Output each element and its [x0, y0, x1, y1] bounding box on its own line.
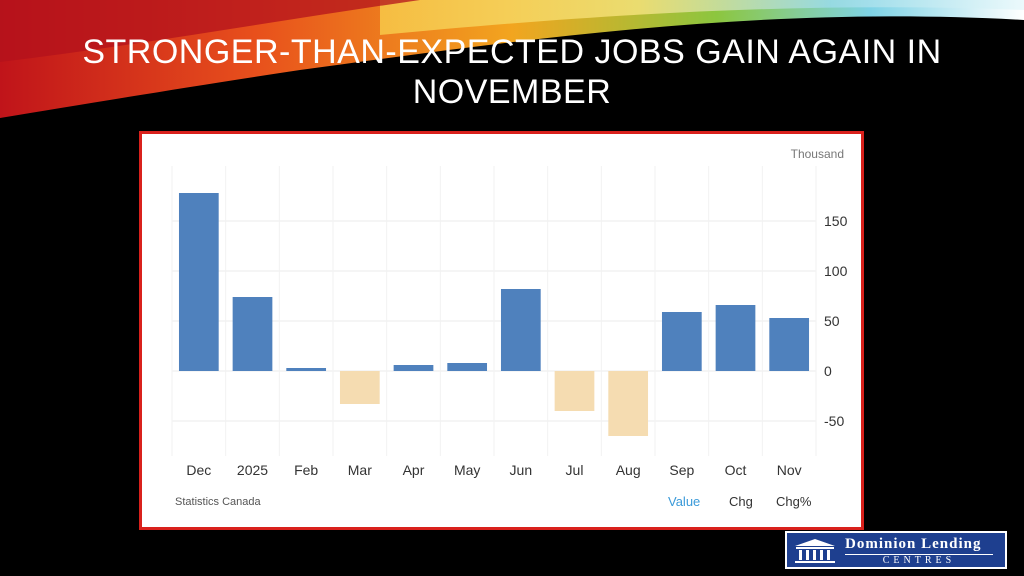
y-tick-label: -50: [824, 413, 844, 429]
y-tick-label: 0: [824, 363, 832, 379]
y-tick-label: 150: [824, 213, 848, 229]
x-tick-label: Apr: [403, 462, 425, 478]
x-tick-label: Sep: [669, 462, 694, 478]
header-swoosh-decoration: [0, 0, 1024, 118]
slide-title: Stronger-than-expected jobs gain again i…: [82, 33, 942, 111]
bar-dec: [178, 193, 219, 371]
legend-chg-button[interactable]: Chg: [729, 494, 753, 509]
bar-nov: [769, 318, 810, 371]
logo-line2: CENTRES: [882, 555, 956, 566]
x-tick-label: Aug: [616, 462, 641, 478]
logo-line1: Dominion Lending: [845, 536, 982, 552]
legend-chg-pct-button[interactable]: Chg%: [776, 494, 812, 509]
building-icon: [795, 539, 835, 563]
x-tick-label: Oct: [725, 462, 747, 478]
legend-value-button[interactable]: Value: [668, 494, 701, 509]
bar-aug: [608, 371, 649, 436]
unit-label: Thousand: [790, 147, 844, 161]
bar-jul: [554, 371, 595, 411]
bar-oct: [715, 305, 756, 371]
x-tick-label: Jul: [566, 462, 584, 478]
bar-chart: -50 0 50 100 150 Dec 2025 Feb Mar Apr May Jun Jul Aug…: [171, 166, 848, 478]
bar-sep: [661, 312, 702, 371]
x-tick-label: Mar: [348, 462, 372, 478]
x-tick-label: May: [454, 462, 480, 478]
x-tick-label: Nov: [777, 462, 802, 478]
x-tick-label: 2025: [237, 462, 268, 478]
source-label: Statistics Canada: [175, 496, 261, 508]
dominion-lending-logo: Dominion Lending CENTRES: [785, 531, 1007, 569]
x-tick-label: Dec: [186, 462, 211, 478]
bar-2025: [232, 297, 273, 371]
bar-feb: [286, 368, 327, 371]
y-tick-label: 100: [824, 263, 848, 279]
chart-panel: -50 0 50 100 150 Dec 2025 Feb Mar Apr May Jun Jul Aug…: [139, 131, 864, 530]
bar-may: [447, 363, 488, 371]
logo-rule: [845, 554, 993, 555]
bar-apr: [393, 365, 434, 371]
y-tick-label: 50: [824, 313, 840, 329]
x-tick-label: Jun: [510, 462, 533, 478]
bar-mar: [339, 371, 380, 404]
bar-jun: [500, 289, 541, 371]
x-tick-label: Feb: [294, 462, 318, 478]
